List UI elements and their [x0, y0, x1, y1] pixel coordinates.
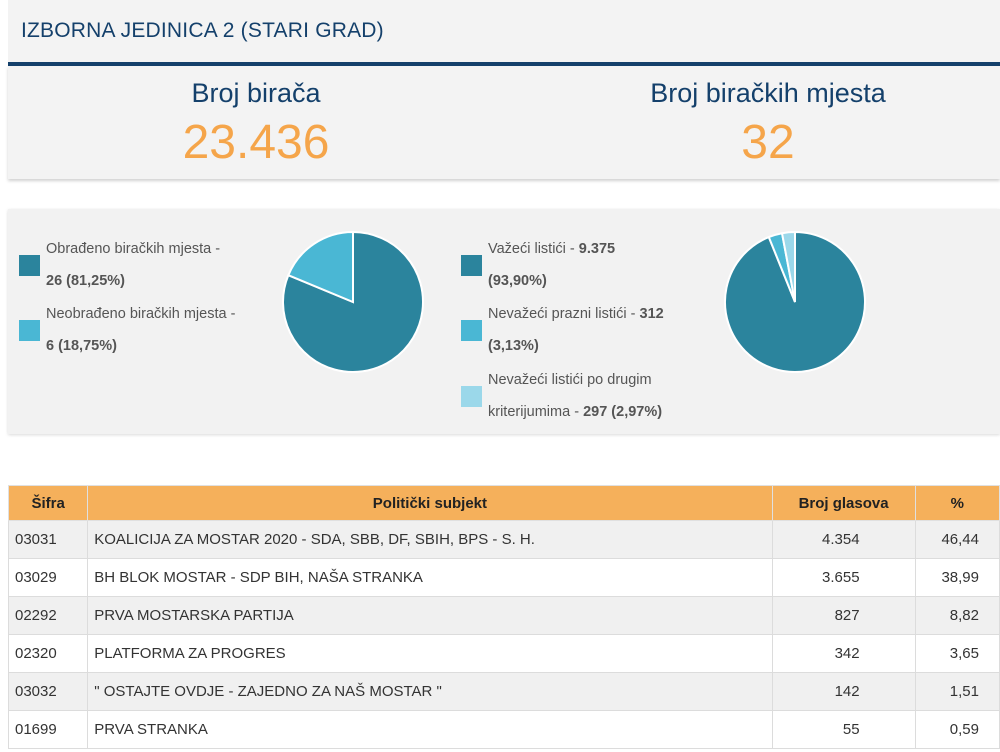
legend-blank-invalid: Nevažeći prazni listići - 312 (3,13%)	[461, 298, 664, 362]
legend-label: Važeći listići -	[488, 241, 575, 257]
row-party: KOALICIJA ZA MOSTAR 2020 - SDA, SBB, DF,…	[87, 520, 773, 559]
polling-places-pie-chart	[282, 231, 424, 373]
summary-stats: Broj birača 23.436 Broj biračkih mjesta …	[8, 66, 1000, 179]
legend-percent: (2,97%)	[611, 404, 663, 420]
column-header-percent[interactable]: %	[914, 485, 1000, 521]
legend-swatch	[461, 255, 482, 276]
row-party: PLATFORMA ZA PROGRES	[87, 634, 773, 673]
legend-other-invalid: Nevažeći listići po drugim kriterijumima…	[461, 364, 662, 428]
legend-value: 312	[639, 306, 664, 322]
row-party: PRVA STRANKA	[87, 710, 773, 749]
ballots-pie-chart	[724, 231, 866, 373]
voters-label: Broj birača	[191, 78, 321, 108]
pie-slice-2[interactable]	[287, 231, 354, 304]
legend-value: 26 (81,25%)	[46, 273, 125, 289]
row-votes: 827	[771, 596, 916, 635]
column-header-code[interactable]: Šifra	[7, 485, 89, 521]
legend-label-2: kriterijumima -	[488, 404, 580, 420]
legend-label: Obrađeno biračkih mjesta -	[46, 241, 221, 257]
legend-value: 9.375	[578, 241, 616, 257]
row-votes: 3.655	[771, 558, 916, 597]
row-party: " OSTAJTE OVDJE - ZAJEDNO ZA NAŠ MOSTAR …	[87, 672, 773, 711]
legend-value: 6 (18,75%)	[46, 338, 117, 354]
results-table: Šifra Politički subjekt Broj glasova % 0…	[7, 485, 1000, 749]
polling-places-value: 32	[741, 116, 795, 169]
legend-label: Neobrađeno biračkih mjesta -	[46, 306, 236, 322]
voters-value: 23.436	[182, 116, 330, 169]
row-percent: 8,82	[914, 596, 1000, 635]
constituency-header: IZBORNA JEDINICA 2 (STARI GRAD)	[8, 0, 1000, 62]
legend-swatch	[461, 320, 482, 341]
row-code: 02320	[7, 634, 89, 673]
table-row[interactable]: 03031 KOALICIJA ZA MOSTAR 2020 - SDA, SB…	[7, 520, 1000, 559]
row-votes: 142	[771, 672, 916, 711]
legend-percent: (93,90%)	[488, 273, 547, 289]
row-percent: 0,59	[914, 710, 1000, 749]
row-percent: 46,44	[914, 520, 1000, 559]
polling-places-stat: Broj biračkih mjesta 32	[608, 78, 928, 167]
table-row[interactable]: 01699 PRVA STRANKA 55 0,59	[7, 710, 1000, 749]
pie-charts-panel: Obrađeno biračkih mjesta - 26 (81,25%) N…	[8, 209, 1000, 434]
pie-slice-3[interactable]	[780, 231, 796, 303]
legend-label: Nevažeći listići po drugim	[488, 372, 652, 388]
table-row[interactable]: 03032 " OSTAJTE OVDJE - ZAJEDNO ZA NAŠ M…	[7, 672, 1000, 711]
polling-places-label: Broj biračkih mjesta	[650, 78, 886, 108]
column-header-votes[interactable]: Broj glasova	[771, 485, 916, 521]
legend-unprocessed: Neobrađeno biračkih mjesta - 6 (18,75%)	[19, 298, 235, 362]
table-row[interactable]: 02292 PRVA MOSTARSKA PARTIJA 827 8,82	[7, 596, 1000, 635]
table-row[interactable]: 02320 PLATFORMA ZA PROGRES 342 3,65	[7, 634, 1000, 673]
legend-label: Nevažeći prazni listići -	[488, 306, 636, 322]
voters-stat: Broj birača 23.436	[156, 78, 356, 167]
row-votes: 4.354	[771, 520, 916, 559]
row-code: 03031	[7, 520, 89, 559]
row-percent: 38,99	[914, 558, 1000, 597]
row-votes: 55	[771, 710, 916, 749]
legend-swatch	[19, 255, 40, 276]
table-header-row: Šifra Politički subjekt Broj glasova %	[7, 485, 1000, 521]
page-title: IZBORNA JEDINICA 2 (STARI GRAD)	[21, 19, 384, 42]
row-code: 01699	[7, 710, 89, 749]
row-percent: 3,65	[914, 634, 1000, 673]
row-votes: 342	[771, 634, 916, 673]
row-percent: 1,51	[914, 672, 1000, 711]
row-code: 03032	[7, 672, 89, 711]
table-row[interactable]: 03029 BH BLOK MOSTAR - SDP BIH, NAŠA STR…	[7, 558, 1000, 597]
legend-processed: Obrađeno biračkih mjesta - 26 (81,25%)	[19, 233, 220, 297]
legend-valid-ballots: Važeći listići - 9.375 (93,90%)	[461, 233, 615, 297]
column-header-party[interactable]: Politički subjekt	[87, 485, 773, 521]
legend-swatch	[19, 320, 40, 341]
legend-percent: (3,13%)	[488, 338, 539, 354]
row-code: 03029	[7, 558, 89, 597]
row-party: BH BLOK MOSTAR - SDP BIH, NAŠA STRANKA	[87, 558, 773, 597]
header-divider	[8, 62, 1000, 66]
legend-swatch	[461, 386, 482, 407]
row-party: PRVA MOSTARSKA PARTIJA	[87, 596, 773, 635]
row-code: 02292	[7, 596, 89, 635]
legend-value: 297	[583, 404, 608, 420]
